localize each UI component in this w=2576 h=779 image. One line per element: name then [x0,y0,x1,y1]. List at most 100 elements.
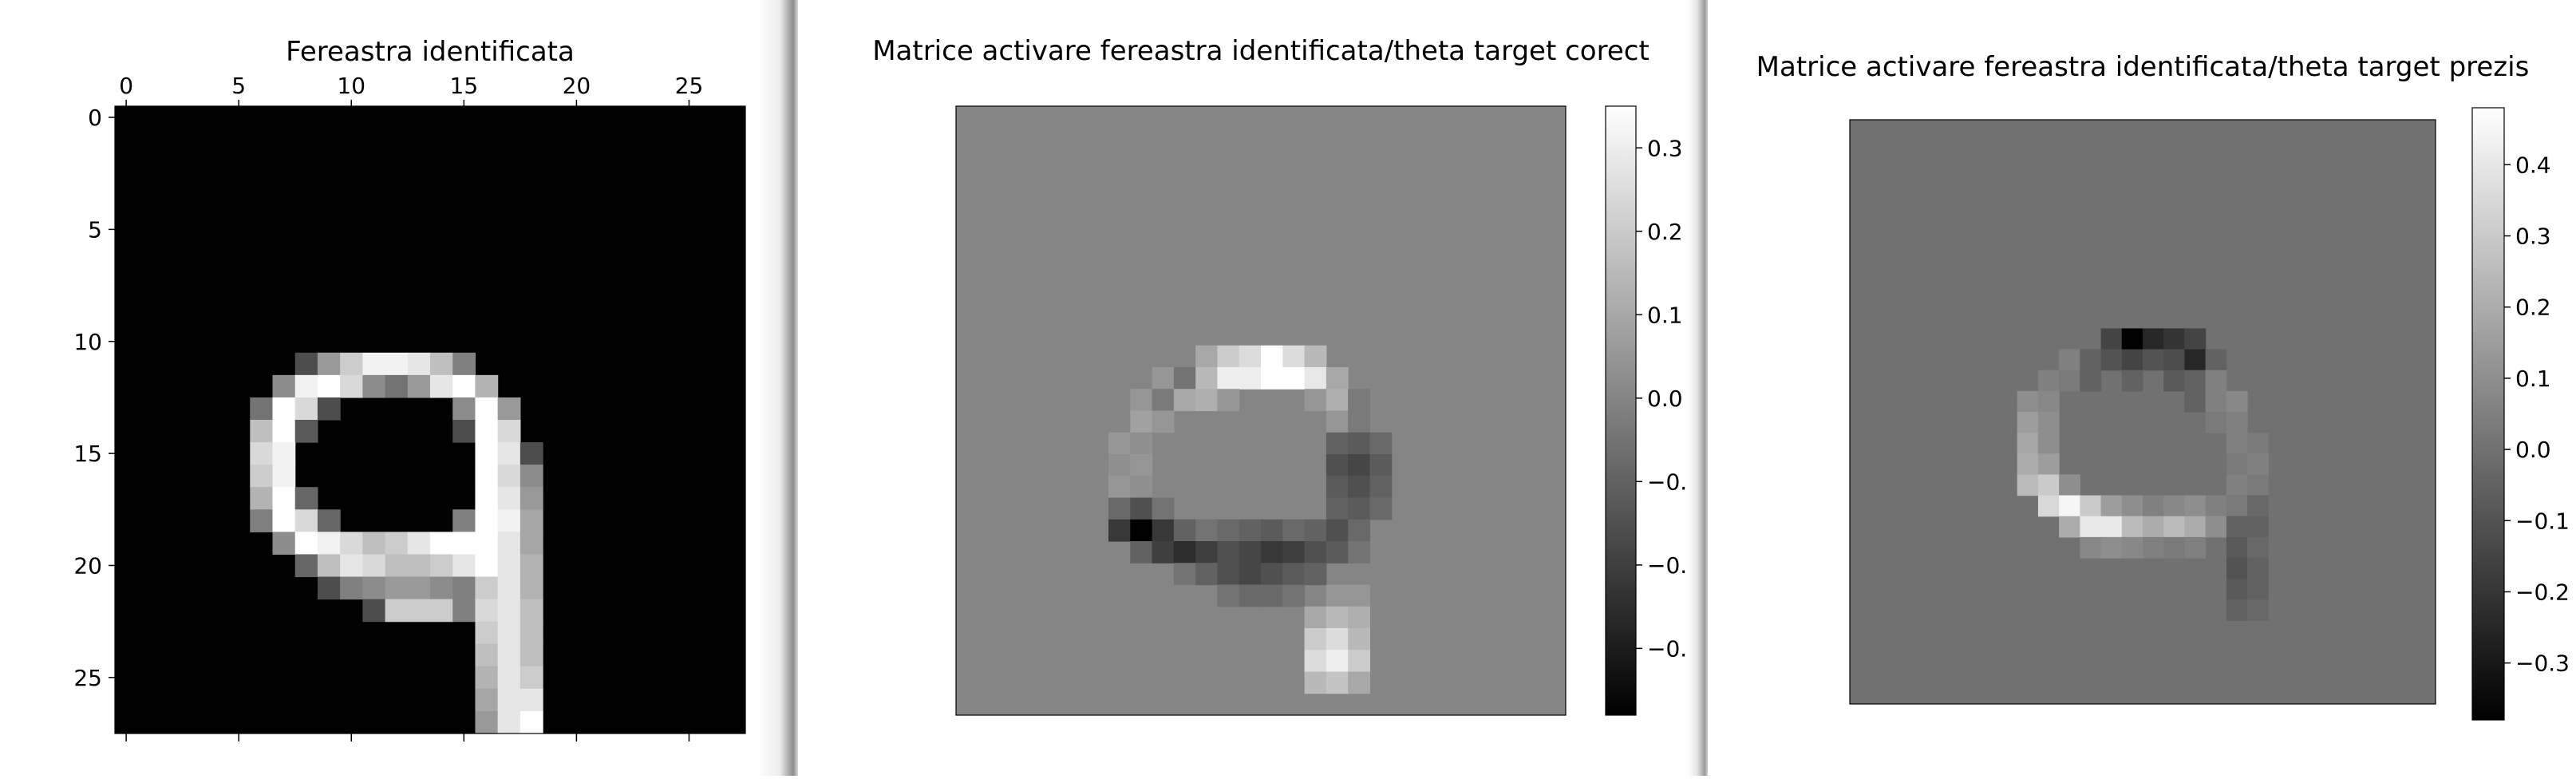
heatmap-cell [497,710,521,734]
heatmap-cell [452,397,476,421]
heatmap-cell [497,420,521,443]
heatmap-cell [2247,516,2269,538]
heatmap-frame [1849,119,2436,705]
colorbar-tick-label: 0.2 [1647,219,1683,245]
heatmap-cell [294,554,318,578]
heatmap-cell [2017,390,2039,413]
heatmap-cell [1152,410,1175,433]
heatmap-cell [294,352,318,376]
heatmap-cell [475,666,499,690]
heatmap-cell [2121,536,2143,559]
heatmap-cell [2080,516,2102,538]
heatmap-cell [294,532,318,556]
heatmap-cell [1217,541,1240,563]
heatmap-cell [272,487,296,510]
heatmap-cell [1130,519,1153,542]
heatmap-cell [272,509,296,532]
heatmap-cell [520,710,543,734]
heatmap-cell [1348,606,1371,629]
heatmap-cell [1217,367,1240,390]
heatmap-cell [2226,495,2248,517]
heatmap-cell [1108,519,1131,542]
heatmap-cell [2205,370,2227,392]
heatmap-cell [1369,476,1393,499]
heatmap-cell [1152,497,1175,520]
heatmap-cell [1130,410,1153,433]
heatmap-cell [452,554,476,578]
heatmap-cell [1282,519,1306,542]
heatmap-cell [452,509,476,532]
heatmap-cell [430,576,453,600]
heatmap-cell [520,442,543,465]
heatmap-cell [452,532,476,556]
heatmap-cell [385,554,409,578]
heatmap-cell [2163,370,2186,392]
heatmap-cell [2017,412,2039,433]
heatmap-cell [475,621,499,645]
heatmap-cell [1348,628,1371,650]
colorbar-tick-label: 0.2 [2515,295,2551,321]
heatmap-cell [497,576,521,600]
heatmap-cell [1173,563,1196,586]
heatmap-cell [2226,390,2248,413]
heatmap-cell [1261,345,1283,368]
heatmap-cell [475,442,499,465]
heatmap-cell [1195,519,1219,542]
heatmap-cell [1326,606,1349,629]
panel-activation-predicted: Matrice activare fereastra identificata/… [1708,0,2576,776]
heatmap-cell [2205,516,2227,538]
colorbar-tick-label: 0.3 [2515,223,2551,250]
heatmap-cell [1326,519,1349,542]
x-tick-label: 15 [450,73,479,99]
heatmap-cell [1369,432,1393,455]
heatmap-cell [497,487,521,510]
heatmap-cell [1348,476,1371,499]
heatmap-cell [1326,367,1349,390]
heatmap-cell [475,397,499,421]
heatmap-cell [2121,370,2143,392]
heatmap-cell [2143,495,2164,517]
heatmap-cell [272,465,296,488]
heatmap-cell [1239,345,1262,368]
heatmap-cell [2247,558,2269,579]
heatmap-cell [407,576,431,600]
heatmap-cell [2247,474,2269,496]
heatmap-cell [1173,541,1196,563]
heatmap-cell [1369,497,1393,520]
heatmap-cell [1348,541,1371,563]
heatmap-cell [1173,389,1196,412]
heatmap-cell [362,532,386,556]
heatmap-cell [2184,536,2207,559]
heatmap-cell [430,374,453,398]
heatmap-cell [1217,519,1240,542]
heatmap-cell [317,576,341,600]
y-tick-label: 0 [88,105,102,131]
heatmap-cell [1348,519,1371,542]
heatmap-cell [1326,584,1349,607]
heatmap-cell [2037,453,2060,476]
heatmap-cell [1304,367,1327,390]
colorbar-tick-label: 0.4 [2515,152,2551,178]
heatmap-cell [1261,563,1283,586]
heatmap-cell [1326,650,1349,673]
heatmap-cell [1261,541,1283,563]
heatmap-cell [520,688,543,712]
heatmap-cell [294,509,318,532]
heatmap-cell [497,621,521,645]
heatmap-cell [2059,349,2080,371]
heatmap-cell [2037,495,2060,517]
heatmap-cell [250,442,274,465]
heatmap-cell [1195,563,1219,586]
heatmap-cell [2121,516,2143,538]
heatmap-cell [1326,410,1349,433]
heatmap-cell [497,397,521,421]
heatmap-cell [430,352,453,376]
heatmap-cell [1152,519,1175,542]
heatmap-cell [2205,495,2227,517]
heatmap-cell [340,532,363,556]
x-tick-label: 25 [675,73,704,99]
heatmap-cell [452,374,476,398]
heatmap-cell [407,554,431,578]
heatmap-cell [452,420,476,443]
heatmap-cell [1326,389,1349,412]
